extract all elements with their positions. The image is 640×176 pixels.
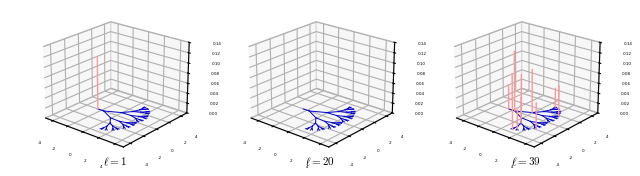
Title: $\ell = 39$: $\ell = 39$ xyxy=(511,156,540,168)
Title: $\ell = 20$: $\ell = 20$ xyxy=(305,156,335,168)
Title: $\ell = 1$: $\ell = 1$ xyxy=(102,156,127,168)
